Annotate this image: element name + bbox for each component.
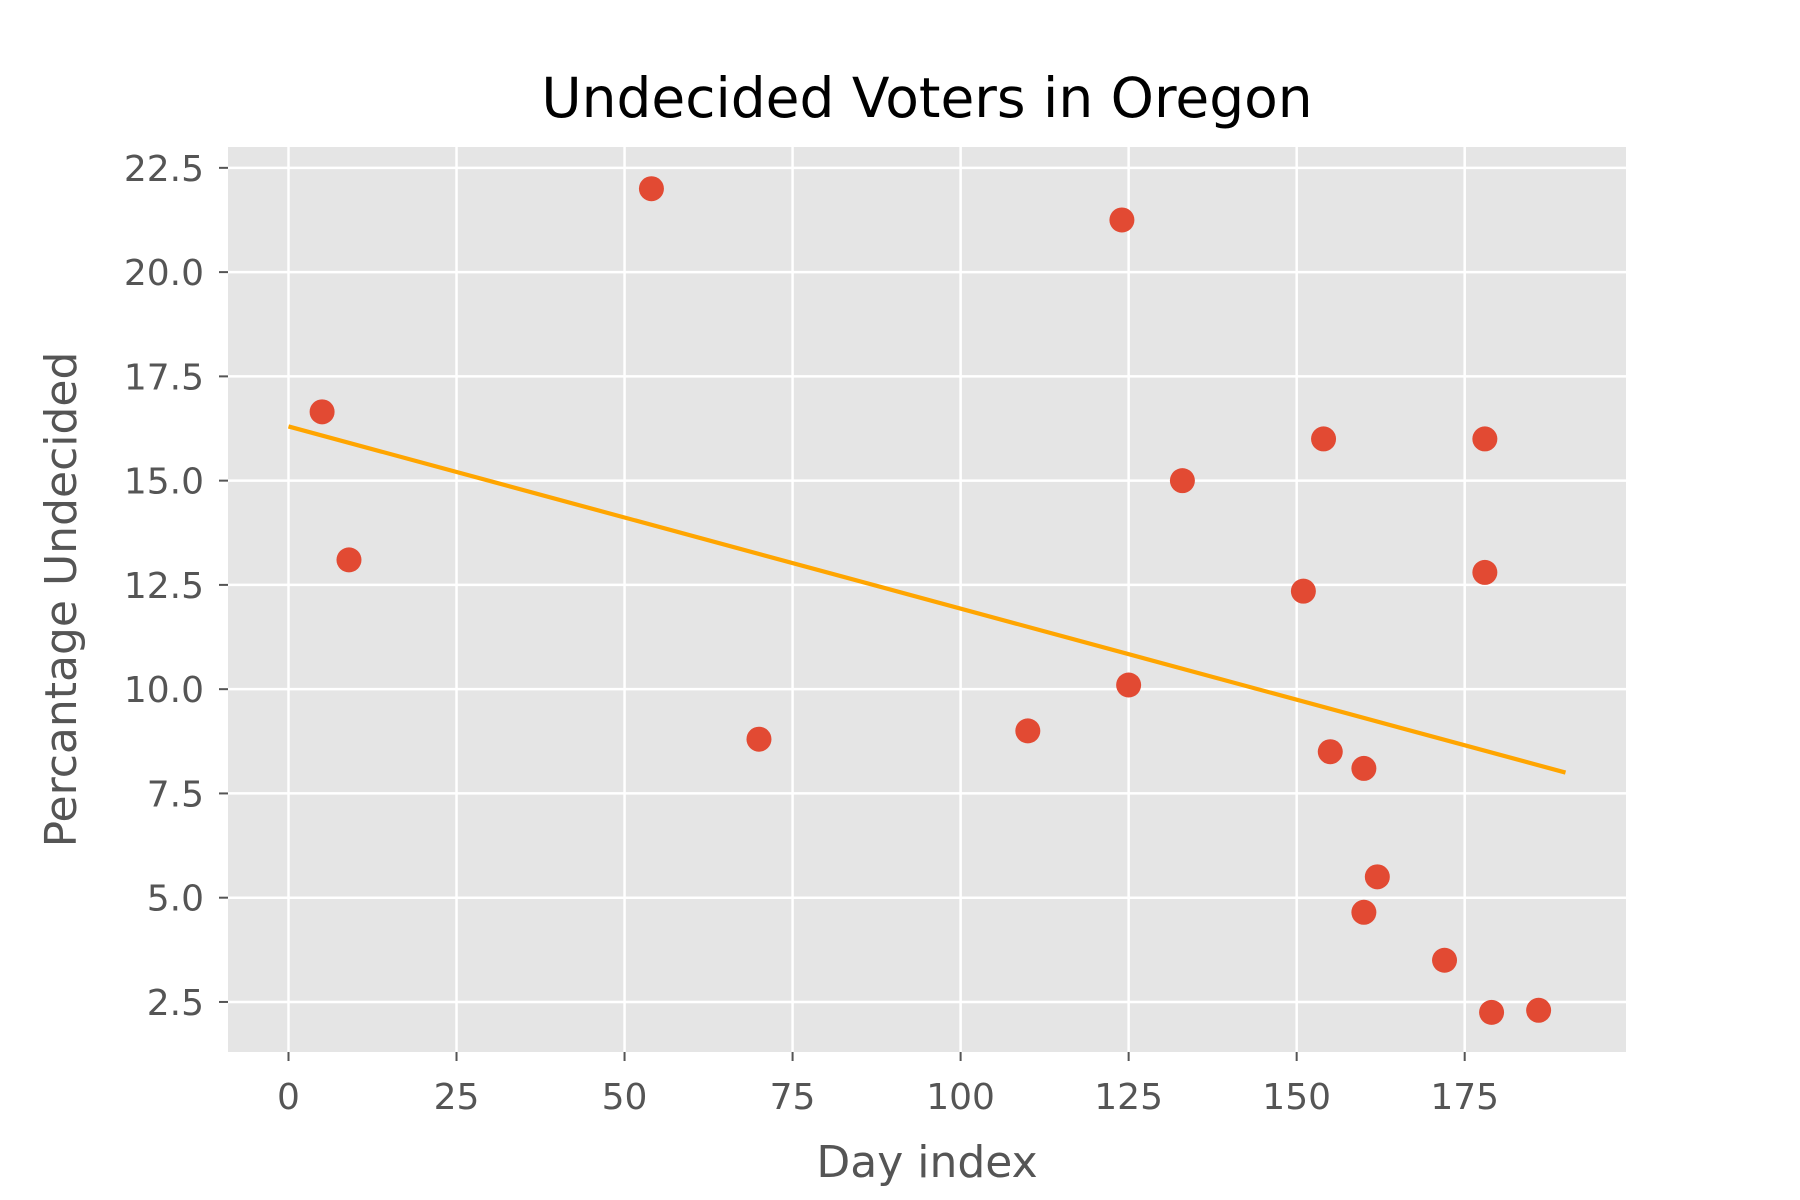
y-tick-label: 15.0 — [124, 462, 204, 503]
y-tick-label: 22.5 — [124, 149, 204, 190]
scatter-point — [1109, 207, 1135, 233]
y-tick-label: 5.0 — [147, 879, 204, 920]
y-tick-label: 20.0 — [124, 253, 204, 294]
axis-ticks: 0 25 50 75 100 125 150 175 2.5 5.0 7.5 10.0 12.5 15.0… — [124, 149, 1499, 1118]
x-tick-label: 125 — [1094, 1077, 1163, 1118]
scatter-point — [1526, 997, 1552, 1023]
trend-line-group — [287, 424, 1567, 775]
scatter-point — [1351, 755, 1377, 781]
y-tick-label: 2.5 — [147, 983, 204, 1024]
x-tick-label: 25 — [434, 1077, 480, 1118]
scatter-point — [1290, 578, 1316, 604]
x-axis-label: Day index — [816, 1137, 1037, 1188]
scatter-point — [746, 726, 772, 752]
y-tick-label: 10.0 — [124, 670, 204, 711]
x-tick-label: 150 — [1262, 1077, 1331, 1118]
scatter-point — [1364, 864, 1390, 890]
scatter-point — [1311, 426, 1337, 452]
scatter-point — [638, 176, 664, 202]
chart-title: Undecided Voters in Oregon — [541, 66, 1312, 130]
scatter-point — [1015, 718, 1041, 744]
x-tick-label: 100 — [926, 1077, 995, 1118]
scatter-point — [1351, 899, 1377, 925]
y-tick-label: 17.5 — [124, 357, 204, 398]
y-tick-label: 12.5 — [124, 566, 204, 607]
x-tick-label: 75 — [770, 1077, 816, 1118]
scatter-point — [1472, 559, 1498, 585]
y-tick-label: 7.5 — [147, 774, 204, 815]
scatter-points — [309, 176, 1552, 1025]
trend-line — [287, 424, 1567, 775]
scatter-point — [1432, 947, 1458, 973]
scatter-point — [1169, 468, 1195, 494]
scatter-point — [1472, 426, 1498, 452]
scatter-point — [1479, 999, 1505, 1025]
scatter-point — [1317, 739, 1343, 765]
scatter-point — [309, 399, 335, 425]
x-tick-label: 0 — [277, 1077, 300, 1118]
scatter-point — [336, 547, 362, 573]
scatter-point — [1116, 672, 1142, 698]
y-axis-label: Percantage Undecided — [36, 352, 87, 848]
x-tick-label: 50 — [602, 1077, 648, 1118]
x-tick-label: 175 — [1430, 1077, 1499, 1118]
